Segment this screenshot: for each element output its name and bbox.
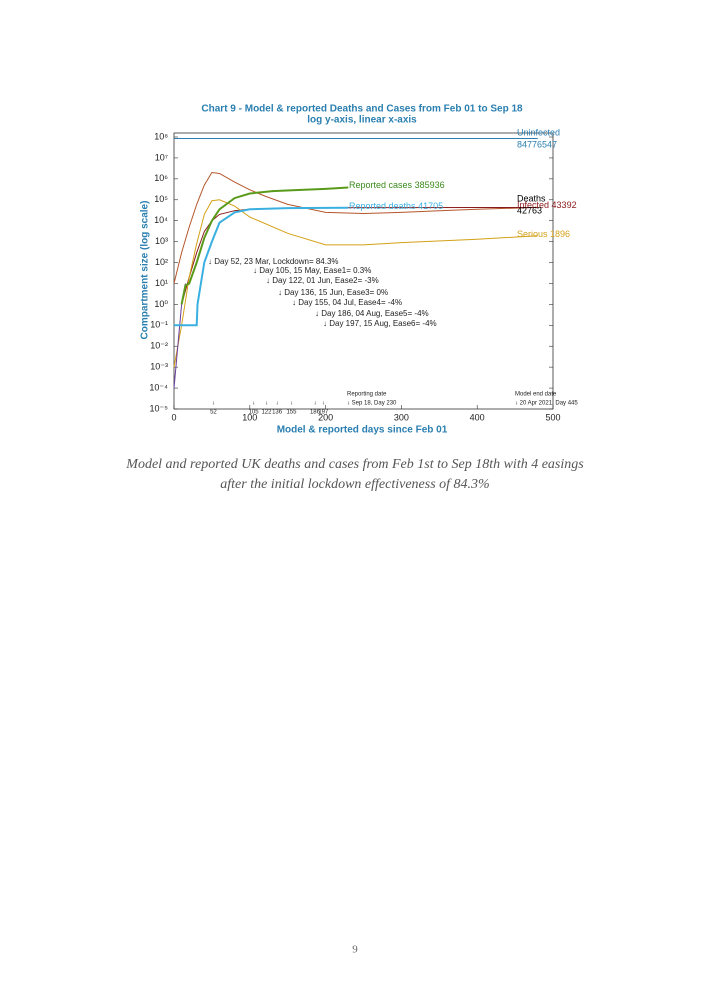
y-tick-label: 10⁻³ <box>150 362 168 372</box>
day-marker-arrow: ↓ <box>252 401 255 407</box>
day-marker-arrow: ↓ <box>265 401 268 407</box>
day-marker-label: 197 <box>318 410 329 416</box>
annotation: ↓ Day 197, 15 Aug, Ease6= -4% <box>323 319 437 328</box>
annotation: ↓ Day 122, 01 Jun, Ease2= -3% <box>266 276 379 285</box>
series-name: Reported deaths <box>349 201 416 211</box>
y-tick-label: 10⁻¹ <box>150 320 168 330</box>
series-line <box>180 186 349 305</box>
series-line <box>173 199 538 368</box>
plot-frame <box>173 132 554 410</box>
y-tick-label: 10⁻⁵ <box>150 403 169 413</box>
caption-line: after the initial lockdown effectiveness… <box>220 477 489 492</box>
y-tick-label: 10⁻² <box>150 341 168 351</box>
day-marker-arrow: ↓ <box>212 401 215 407</box>
annotation: ↓ Day 136, 15 Jun, Ease3= 0% <box>278 288 388 297</box>
y-tick-label: 10⁶ <box>154 173 168 183</box>
day-marker-arrow: ↓ <box>276 401 279 407</box>
day-marker-arrow: ↓ <box>313 401 316 407</box>
series-value: 43392 <box>552 200 577 210</box>
series-name: Serious <box>517 229 548 239</box>
series-value-label: 84776547 <box>517 139 557 149</box>
x-axis-label: Model & reported days since Feb 01 <box>277 425 448 436</box>
y-tick-label: 10⁷ <box>155 152 168 162</box>
series-value: 1896 <box>550 229 570 239</box>
day-marker-arrow: ↓ <box>290 401 293 407</box>
series-line <box>174 206 349 327</box>
annotation: ↓ Day 186, 04 Aug, Ease5= -4% <box>315 309 429 318</box>
reporting-date: Reporting date <box>347 392 387 398</box>
x-tick-label: 100 <box>242 412 257 422</box>
y-tick-label: 10² <box>155 257 168 267</box>
y-axis-label: Compartment size (log scale) <box>140 201 151 340</box>
annotation: ↓ Day 155, 04 Jul, Ease4= -4% <box>292 298 402 307</box>
series-label: Deaths <box>517 193 546 203</box>
series-label: Reported deaths 41705 <box>349 201 443 211</box>
model-end-date: Model end date <box>515 392 557 398</box>
y-tick-label: 10⁵ <box>154 194 168 204</box>
series-label: Infected 43392 <box>517 200 577 210</box>
y-tick-label: 10³ <box>155 236 168 246</box>
caption-line: Model and reported UK deaths and cases f… <box>125 457 584 472</box>
x-tick-label: 300 <box>394 412 409 422</box>
annotation: ↓ Day 105, 15 May, Ease1= 0.3% <box>253 266 371 275</box>
day-marker-label: 136 <box>272 410 283 416</box>
x-tick-label: 500 <box>545 412 560 422</box>
y-tick-label: 10⁰ <box>154 299 168 309</box>
day-marker-label: 52 <box>210 410 217 416</box>
series-label: Serious 1896 <box>517 229 570 239</box>
x-tick-label: 0 <box>171 412 176 422</box>
annotation: ↓ Day 52, 23 Mar, Lockdown= 84.3% <box>208 257 339 266</box>
page-number: 9 <box>352 944 358 956</box>
series-name: Reported cases <box>349 180 413 190</box>
x-tick-label: 400 <box>470 412 485 422</box>
day-marker-label: 122 <box>261 410 272 416</box>
day-marker-arrow: ↓ <box>322 401 325 407</box>
chart-title: Chart 9 - Model & reported Deaths and Ca… <box>201 104 523 115</box>
y-tick-label: 10⁸ <box>154 131 168 141</box>
y-tick-label: 10⁻⁴ <box>149 382 168 392</box>
series-value: 41705 <box>418 201 443 211</box>
model-end-date: ↓ 20 Apr 2021, Day 445 <box>515 401 578 407</box>
series-name: Infected <box>517 200 549 210</box>
series-value: 385936 <box>415 180 445 190</box>
series-value-label: 42763 <box>517 205 542 215</box>
day-marker-label: 105 <box>249 410 260 416</box>
x-tick-label: 200 <box>318 412 333 422</box>
y-tick-label: 10¹ <box>155 278 168 288</box>
chart-subtitle: log y-axis, linear x-axis <box>307 115 417 126</box>
series-label: Reported cases 385936 <box>349 180 445 190</box>
y-tick-label: 10⁴ <box>154 215 168 225</box>
reporting-date: ↓ Sep 18, Day 230 <box>347 401 397 407</box>
day-marker-label: 186 <box>310 410 321 416</box>
series-line <box>173 171 538 284</box>
series-label: Uninfected <box>517 127 560 137</box>
series-line <box>181 207 538 305</box>
day-marker-label: 155 <box>286 410 297 416</box>
